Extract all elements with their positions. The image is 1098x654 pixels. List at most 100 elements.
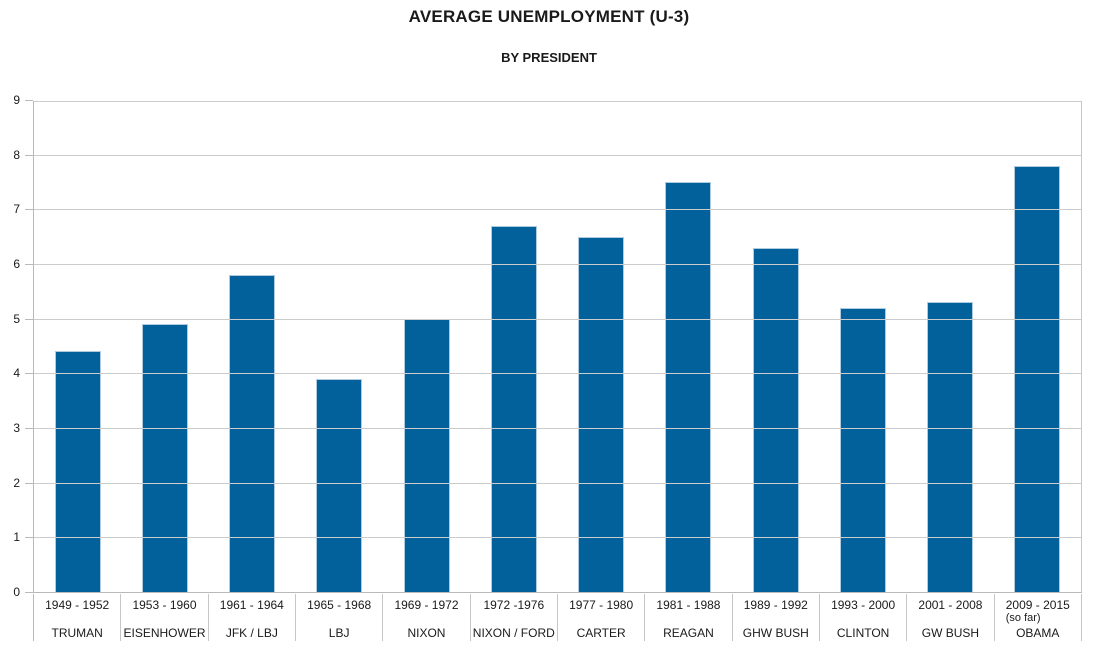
x-category-president: NIXON: [407, 626, 446, 640]
gridline-6: [34, 264, 1081, 265]
x-category-cell-7: 1977 - 1980 CARTER: [558, 594, 646, 641]
x-category-president: JFK / LBJ: [225, 626, 278, 640]
y-axis-tick-label-2: 2: [13, 475, 20, 490]
gridline-7: [34, 209, 1081, 211]
bar-slot-6: [470, 101, 557, 592]
x-category-years: 1961 - 1964: [219, 598, 284, 612]
x-category-year-block: 2009 - 2015 (so far): [1005, 598, 1070, 625]
bar-reagan: [665, 182, 712, 592]
x-category-cell-5: 1969 - 1972 NIXON: [383, 594, 471, 641]
x-category-cell-12: 2009 - 2015 (so far) OBAMA: [995, 594, 1082, 641]
x-category-president: NIXON / FORD: [472, 626, 555, 640]
bar-slot-3: [209, 101, 296, 592]
y-axis-tick-label-1: 1: [13, 530, 20, 545]
x-category-years: 1972 -1976: [483, 598, 545, 612]
x-category-president: TRUMAN: [51, 626, 103, 640]
x-category-years: 1977 - 1980: [569, 598, 634, 612]
bar-slot-11: [907, 101, 994, 592]
gridline-4: [34, 373, 1081, 375]
x-category-cell-10: 1993 - 2000 CLINTON: [820, 594, 908, 641]
x-category-president: REAGAN: [663, 626, 714, 640]
y-axis-tick-7: [25, 209, 33, 211]
bar-slot-2: [121, 101, 208, 592]
x-category-cell-1: 1949 - 1952 TRUMAN: [33, 594, 122, 641]
y-axis-tick-0: [25, 592, 33, 593]
x-category-years: 1969 - 1972: [394, 598, 459, 612]
bar-gw-bush: [927, 302, 974, 592]
x-category-years: 1953 - 1960: [132, 598, 197, 612]
y-axis-tick-label-5: 5: [13, 311, 20, 326]
y-axis-tick-label-4: 4: [13, 366, 20, 381]
x-category-years: 1965 - 1968: [307, 598, 372, 612]
x-category-year-block: 1961 - 1964: [220, 599, 284, 612]
bar-nixon: [403, 318, 450, 592]
x-category-years: 1949 - 1952: [45, 598, 110, 612]
y-axis-tick-6: [25, 264, 33, 265]
bar-slot-4: [296, 101, 383, 592]
x-category-cell-3: 1961 - 1964 JFK / LBJ: [209, 594, 296, 641]
bar-carter: [578, 236, 625, 592]
bar-clinton: [839, 307, 886, 592]
x-category-cell-4: 1965 - 1968 LBJ: [296, 594, 384, 641]
chart-title: AVERAGE UNEMPLOYMENT (U-3): [408, 7, 690, 26]
gridline-8: [34, 154, 1081, 156]
bar-slot-10: [819, 101, 906, 592]
bar-slot-9: [732, 101, 819, 592]
gridline-3: [34, 428, 1081, 429]
y-axis-tick-8: [25, 154, 33, 156]
gridline-9: [34, 101, 1081, 102]
x-category-president: GHW BUSH: [742, 626, 809, 640]
x-category-year-block: 1993 - 2000: [831, 599, 895, 612]
y-axis-tick-label-3: 3: [13, 421, 20, 435]
x-category-year-block: 1977 - 1980: [569, 599, 633, 612]
bar-slot-8: [645, 101, 732, 592]
x-category-cell-6: 1972 -1976 NIXON / FORD: [471, 594, 558, 641]
x-category-years: 1993 - 2000: [831, 598, 896, 612]
y-axis-tick-label-8: 8: [13, 147, 20, 162]
x-category-years: 1989 - 1992: [743, 598, 808, 612]
bar-slot-12: [994, 101, 1081, 592]
bar-slot-5: [383, 101, 470, 592]
bar-eisenhower: [141, 324, 188, 592]
y-axis-tick-3: [25, 428, 33, 429]
x-category-year-block: 1965 - 1968: [307, 599, 371, 612]
bars-container: [34, 101, 1081, 592]
x-category-year-block: 1969 - 1972: [394, 599, 458, 612]
y-axis-tick-label-0: 0: [13, 585, 20, 599]
bar-truman: [54, 351, 101, 592]
bar-nixon-ford: [490, 225, 537, 592]
x-category-cell-9: 1989 - 1992 GHW BUSH: [733, 594, 820, 641]
bar-slot-1: [34, 101, 121, 592]
chart-subtitle: BY PRESIDENT: [501, 50, 597, 65]
x-category-president: GW BUSH: [921, 626, 980, 640]
y-axis-tick-9: [25, 100, 33, 101]
x-category-year-block: 1953 - 1960: [132, 599, 196, 612]
bar-lbj: [316, 378, 363, 592]
y-axis-tick-1: [25, 537, 33, 539]
bar-slot-7: [558, 101, 645, 592]
x-category-president: LBJ: [328, 626, 350, 640]
x-category-note: (so far): [1005, 612, 1041, 624]
x-category-year-block: 1989 - 1992: [744, 599, 808, 612]
gridline-2: [34, 482, 1081, 484]
gridline-1: [34, 537, 1081, 539]
x-category-years: 2001 - 2008: [918, 598, 983, 612]
x-category-cell-8: 1981 - 1988 REAGAN: [645, 594, 733, 641]
x-category-president: CLINTON: [836, 626, 890, 640]
y-axis-tick-4: [25, 373, 33, 375]
bar-obama: [1014, 165, 1061, 592]
x-category-president: OBAMA: [1016, 626, 1060, 640]
x-category-president: EISENHOWER: [123, 626, 206, 640]
x-category-years: 1981 - 1988: [656, 598, 721, 612]
x-category-year-block: 1972 -1976: [483, 599, 544, 612]
y-axis-tick-5: [25, 318, 33, 320]
x-category-years: 2009 - 2015: [1005, 598, 1070, 612]
y-axis-tick-label-6: 6: [13, 257, 20, 271]
x-category-president: CARTER: [576, 626, 626, 640]
bar-jfk-lbj: [229, 274, 276, 592]
bar-ghw-bush: [752, 247, 799, 592]
x-axis-labels: 1949 - 1952 TRUMAN 1953 - 1960 EISENHOWER 19…: [33, 594, 1082, 641]
x-category-cell-2: 1953 - 1960 EISENHOWER: [121, 594, 209, 641]
plot-area: [33, 101, 1082, 593]
